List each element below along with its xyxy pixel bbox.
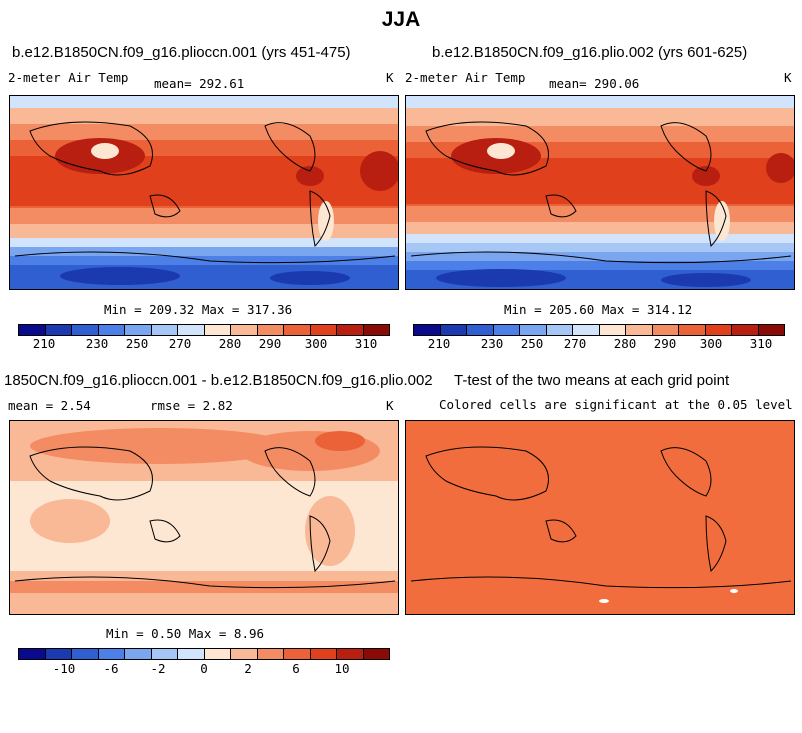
panel1-mean: mean= 292.61 (154, 76, 245, 91)
panel3-colorbar (18, 648, 390, 660)
cbar-swatch (310, 649, 337, 659)
tick-label: -6 (103, 661, 119, 676)
cbar-swatch (98, 649, 125, 659)
panel1-variable: 2-meter Air Temp (8, 70, 129, 85)
tick-label: 270 (563, 336, 587, 351)
panel2-map (405, 95, 795, 290)
panel3-map-field (10, 421, 398, 614)
cbar-swatch (19, 325, 46, 335)
tick-label: 2 (244, 661, 252, 676)
panel1-map (9, 95, 399, 290)
panel3-title: 1850CN.f09_g16.plioccn.001 - b.e12.B1850… (4, 372, 433, 389)
cbar-swatch (337, 325, 364, 335)
panel2-colorbar (413, 324, 785, 336)
panel1-stats: Min = 209.32 Max = 317.36 (104, 302, 293, 317)
panel2-stats: Min = 205.60 Max = 314.12 (504, 302, 693, 317)
cbar-swatch (178, 325, 205, 335)
panel3-units: K (386, 398, 394, 413)
panel3-stats: Min = 0.50 Max = 8.96 (106, 626, 265, 641)
cbar-swatch (679, 325, 706, 335)
cbar-swatch (493, 325, 520, 335)
panel1-map-field (10, 96, 398, 289)
cbar-swatch (363, 649, 389, 659)
tick-label: 6 (292, 661, 300, 676)
tick-label: 250 (520, 336, 544, 351)
cbar-swatch (231, 325, 258, 335)
panel2-units: K (784, 70, 792, 85)
cbar-swatch (599, 325, 626, 335)
cbar-swatch (72, 325, 99, 335)
panel4-map (405, 420, 795, 615)
tick-label: 250 (125, 336, 149, 351)
cbar-swatch (467, 325, 494, 335)
tick-label: 300 (699, 336, 723, 351)
cbar-swatch (520, 325, 547, 335)
panel1-colorbar (18, 324, 390, 336)
tick-label: 310 (749, 336, 773, 351)
tick-label: 270 (168, 336, 192, 351)
tick-label: 280 (613, 336, 637, 351)
tick-label: 290 (653, 336, 677, 351)
panel2-map-field (406, 96, 794, 289)
cbar-swatch (204, 325, 231, 335)
cbar-swatch (19, 649, 46, 659)
figure-title: JJA (381, 8, 421, 31)
panel1-title: b.e12.B1850CN.f09_g16.plioccn.001 (yrs 4… (12, 44, 351, 61)
panel2-variable: 2-meter Air Temp (405, 70, 526, 85)
cbar-swatch (652, 325, 679, 335)
cbar-swatch (98, 325, 125, 335)
tick-label: 280 (218, 336, 242, 351)
cbar-swatch (151, 325, 178, 335)
panel1-units: K (386, 70, 394, 85)
cbar-swatch (125, 649, 152, 659)
cbar-swatch (257, 649, 284, 659)
tick-label: 210 (32, 336, 56, 351)
cbar-swatch (284, 649, 311, 659)
cbar-swatch (72, 649, 99, 659)
tick-label: 210 (427, 336, 451, 351)
cbar-swatch (204, 649, 231, 659)
tick-label: 310 (354, 336, 378, 351)
panel2-mean: mean= 290.06 (549, 76, 640, 91)
tick-label: 0 (200, 661, 208, 676)
tick-label: 10 (334, 661, 350, 676)
panel3-rmse: rmse = 2.82 (150, 398, 233, 413)
cbar-swatch (440, 325, 467, 335)
cbar-swatch (45, 325, 72, 335)
cbar-swatch (310, 325, 337, 335)
cbar-swatch (45, 649, 72, 659)
cbar-swatch (151, 649, 178, 659)
cbar-swatch (178, 649, 205, 659)
cbar-swatch (546, 325, 573, 335)
panel4-map-field (406, 421, 794, 614)
panel4-title: T-test of the two means at each grid poi… (454, 372, 730, 389)
cbar-swatch (125, 325, 152, 335)
cbar-swatch (732, 325, 759, 335)
cbar-swatch (573, 325, 600, 335)
tick-label: -2 (150, 661, 166, 676)
panel3-mean: mean = 2.54 (8, 398, 91, 413)
cbar-swatch (705, 325, 732, 335)
cbar-swatch (626, 325, 653, 335)
panel2-title: b.e12.B1850CN.f09_g16.plio.002 (yrs 601-… (432, 44, 748, 61)
cbar-swatch (414, 325, 441, 335)
cbar-swatch (284, 325, 311, 335)
cbar-swatch (337, 649, 364, 659)
tick-label: -10 (52, 661, 76, 676)
tick-label: 300 (304, 336, 328, 351)
panel4-subtitle: Colored cells are significant at the 0.0… (439, 397, 793, 412)
panel3-map (9, 420, 399, 615)
cbar-swatch (231, 649, 258, 659)
cbar-swatch (257, 325, 284, 335)
tick-label: 230 (85, 336, 109, 351)
cbar-swatch (363, 325, 389, 335)
tick-label: 290 (258, 336, 282, 351)
cbar-swatch (758, 325, 784, 335)
tick-label: 230 (480, 336, 504, 351)
